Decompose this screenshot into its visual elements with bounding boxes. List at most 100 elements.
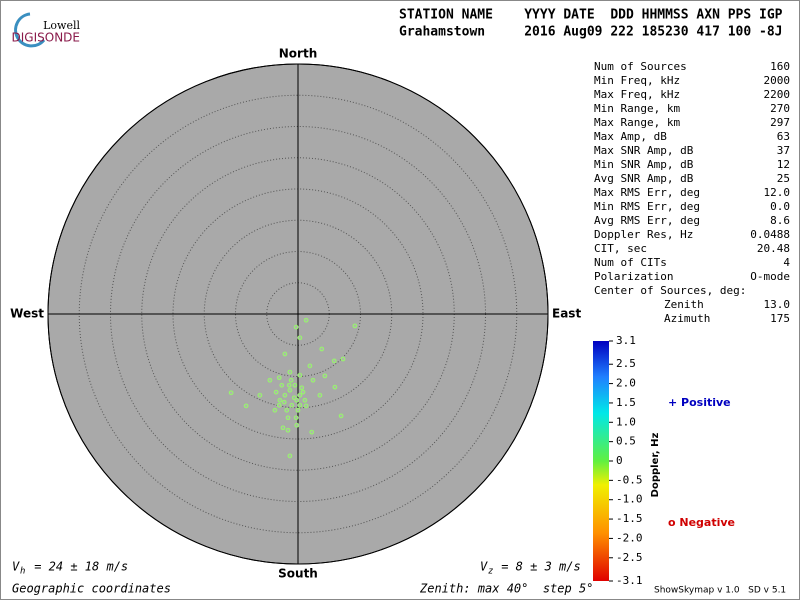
stat-value: 20.48 (757, 242, 790, 255)
stat-value: 37 (777, 144, 790, 157)
source-point (299, 385, 305, 391)
stat-label: Num of CITs (594, 256, 667, 269)
stat-label: Avg RMS Err, deg (594, 214, 700, 227)
source-point (272, 407, 278, 413)
source-point (338, 413, 344, 419)
center-title: Center of Sources, deg: (594, 284, 746, 297)
source-point (276, 375, 282, 381)
source-point (228, 390, 234, 396)
source-point (309, 429, 315, 435)
stat-value: 63 (777, 130, 790, 143)
source-point (303, 403, 309, 409)
stat-label: Max RMS Err, deg (594, 186, 700, 199)
colorbar-tick-label: -1.0 (616, 493, 643, 506)
source-point (288, 377, 294, 383)
source-point (303, 317, 309, 323)
source-point (257, 392, 263, 398)
stat-value: 8.6 (770, 214, 790, 227)
stat-label: Min SNR Amp, dB (594, 158, 694, 171)
zenith-note: Zenith: max 40° step 5° (419, 582, 593, 596)
source-point (282, 351, 288, 357)
colorbar-tick-label: 2.5 (616, 357, 636, 370)
source-point (289, 402, 295, 408)
source-point (286, 382, 292, 388)
source-point (273, 389, 279, 395)
stat-value: 2000 (764, 74, 791, 87)
source-point (297, 335, 303, 341)
version: ShowSkymap v 1.0 SD v 5.1 (654, 586, 786, 596)
stat-value: 160 (770, 60, 790, 73)
colorbar-tick-label: -0.5 (616, 473, 643, 486)
vh-sub: h (20, 567, 25, 577)
source-point (282, 392, 288, 398)
source-point (317, 392, 323, 398)
vh-text: = 24 ± 18 m/s (27, 560, 128, 574)
center-value: 13.0 (764, 298, 791, 311)
source-point (319, 346, 325, 352)
colorbar-tick-label: 1.0 (616, 415, 636, 428)
colorbar-label: Doppler, Hz (650, 433, 661, 498)
stat-label: Polarization (594, 270, 673, 283)
source-point (285, 427, 291, 433)
colorbar-tick-label: 0.5 (616, 435, 636, 448)
stat-label: Max Range, km (594, 116, 680, 129)
stat-value: 0.0 (770, 200, 790, 213)
center-label: Zenith (664, 298, 704, 311)
source-point (292, 382, 298, 388)
logo-top: Lowell (43, 19, 80, 32)
stat-label: Min Range, km (594, 102, 680, 115)
header-values: Grahamstown 2016 Aug09 222 185230 417 10… (399, 25, 783, 40)
colorbar-tick-label: 3.1 (616, 334, 636, 347)
stat-label: Doppler Res, Hz (594, 228, 693, 241)
vz-text: = 8 ± 3 m/s (494, 560, 581, 574)
source-point (322, 373, 328, 379)
source-point (285, 415, 291, 421)
legend-negative: o Negative (668, 516, 735, 529)
stat-value: 25 (777, 172, 790, 185)
stat-label: Min RMS Err, deg (594, 200, 700, 213)
stat-value: 297 (770, 116, 790, 129)
source-point (279, 382, 285, 388)
compass-north: North (279, 47, 317, 61)
source-point (297, 402, 303, 408)
vz-symbol: V (480, 560, 488, 574)
vh-symbol: V (12, 560, 20, 574)
source-point (300, 389, 306, 395)
stat-label: Min Freq, kHz (594, 74, 680, 87)
source-point (331, 358, 337, 364)
source-point (284, 407, 290, 413)
source-point (267, 377, 273, 383)
logo-bottom: DIGISONDE (12, 31, 80, 45)
source-point (297, 392, 303, 398)
source-point (287, 453, 293, 459)
source-point (340, 356, 346, 362)
source-point (293, 324, 299, 330)
source-point (281, 399, 287, 405)
compass-west: West (10, 307, 44, 321)
colorbar-tick-label: -2.5 (616, 551, 643, 564)
stat-value: 270 (770, 102, 790, 115)
center-value: 175 (770, 312, 790, 325)
source-point (280, 425, 286, 431)
source-point (276, 402, 282, 408)
source-point (352, 323, 358, 329)
colorbar-tick-label: 0 (616, 454, 623, 467)
source-point (293, 415, 299, 421)
compass-east: East (552, 307, 581, 321)
compass-south: South (278, 567, 318, 581)
source-point (307, 363, 313, 369)
colorbar (593, 341, 609, 581)
stat-label: Max Freq, kHz (594, 88, 680, 101)
stat-label: Num of Sources (594, 60, 687, 73)
stat-value: 12 (777, 158, 790, 171)
source-point (310, 377, 316, 383)
source-point (243, 403, 249, 409)
legend-positive: + Positive (668, 396, 731, 409)
center-label: Azimuth (664, 312, 710, 325)
colorbar-tick-label: -3.1 (616, 574, 643, 587)
source-point (332, 384, 338, 390)
source-point (277, 397, 283, 403)
stat-value: 2200 (764, 88, 791, 101)
colorbar-tick-label: 2.0 (616, 377, 636, 390)
